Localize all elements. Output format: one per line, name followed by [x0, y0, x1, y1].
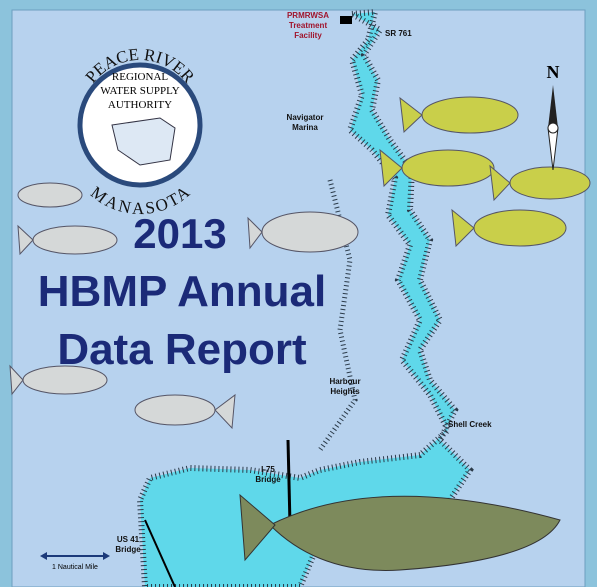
map-label: Bridge	[115, 545, 141, 554]
title-line: Data Report	[57, 325, 307, 374]
map-label: Marina	[292, 123, 318, 132]
map-label: PRMRWSA	[287, 11, 329, 20]
logo-line: WATER SUPPLY	[100, 85, 179, 97]
map-label: Harbour	[329, 377, 360, 386]
title-line: HBMP Annual	[38, 267, 326, 316]
map-label: SR 761	[385, 29, 412, 38]
page: PEACE RIVER MANASOTA REGIONAL WATER SUPP…	[0, 0, 597, 587]
scale-label: 1 Nautical Mile	[52, 564, 98, 571]
map-label: Bridge	[255, 475, 281, 484]
cover: PEACE RIVER MANASOTA REGIONAL WATER SUPP…	[0, 0, 597, 587]
title-year: 2013	[133, 210, 226, 257]
map-label: I-75	[261, 465, 275, 474]
logo-line: AUTHORITY	[108, 99, 172, 111]
map-label: Facility	[294, 31, 322, 40]
compass-center	[548, 123, 558, 133]
map-label: Navigator	[287, 113, 324, 122]
map-label: Heights	[330, 387, 360, 396]
facility-marker	[340, 16, 352, 24]
compass-label: N	[547, 62, 560, 82]
map-label: US 41	[117, 535, 140, 544]
map-label: Shell Creek	[448, 420, 492, 429]
i75-bridge	[288, 440, 290, 525]
map-label: Treatment	[289, 21, 328, 30]
logo-line: REGIONAL	[112, 71, 168, 83]
